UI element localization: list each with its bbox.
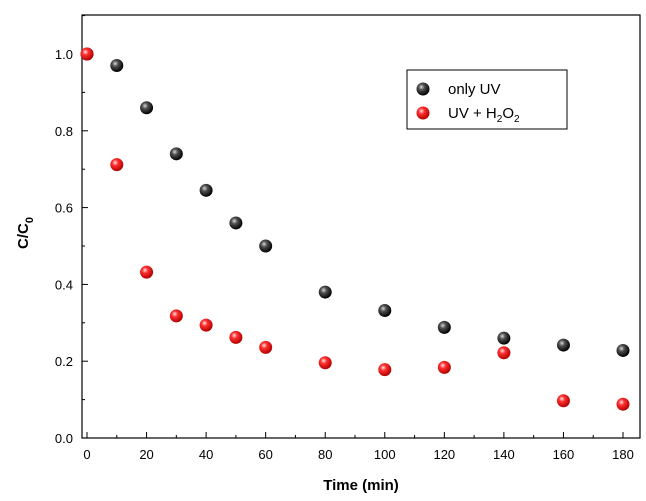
- y-tick-label-0.2: 0.2: [55, 354, 73, 369]
- y-tick-label-1.0: 1.0: [55, 47, 73, 62]
- x-axis-title: Time (min): [323, 477, 399, 494]
- point-only-uv-10: [110, 59, 124, 73]
- point-uv-h2o2-40: [199, 318, 213, 332]
- legend: only UV UV + H2O2: [406, 69, 568, 130]
- point-only-uv-50: [229, 216, 243, 230]
- x-tick-label-180: 180: [612, 447, 634, 462]
- point-only-uv-140: [497, 331, 511, 345]
- x-tick-label-160: 160: [553, 447, 575, 462]
- point-uv-h2o2-30: [169, 309, 183, 323]
- point-uv-h2o2-180: [616, 397, 630, 411]
- y-axis-ticks: 0.0 0.2 0.4 0.6 0.8 1.0: [55, 15, 88, 446]
- legend-box: [406, 69, 568, 130]
- data-points: [80, 47, 630, 411]
- y-tick-label-0.6: 0.6: [55, 201, 73, 216]
- point-only-uv-40: [199, 183, 213, 197]
- x-tick-label-80: 80: [318, 447, 332, 462]
- point-uv-h2o2-0: [80, 47, 94, 61]
- y-tick-label-0.4: 0.4: [55, 277, 73, 292]
- legend-label-uv-h2o2: UV + H2O2: [448, 105, 520, 125]
- x-tick-label-100: 100: [374, 447, 396, 462]
- y-axis-title: C/C0: [15, 217, 36, 249]
- point-only-uv-60: [259, 239, 273, 253]
- point-uv-h2o2-20: [140, 265, 154, 279]
- x-tick-label-140: 140: [493, 447, 515, 462]
- x-tick-label-20: 20: [139, 447, 153, 462]
- x-tick-label-0: 0: [83, 447, 90, 462]
- point-only-uv-180: [616, 343, 630, 357]
- point-uv-h2o2-100: [378, 363, 392, 377]
- point-uv-h2o2-60: [259, 340, 273, 354]
- point-uv-h2o2-160: [556, 394, 570, 408]
- x-tick-label-60: 60: [258, 447, 272, 462]
- point-only-uv-120: [437, 320, 451, 334]
- point-only-uv-160: [556, 338, 570, 352]
- point-only-uv-20: [140, 101, 154, 115]
- y-tick-label-0.0: 0.0: [55, 431, 73, 446]
- plot-frame: [81, 14, 641, 439]
- x-tick-label-40: 40: [199, 447, 213, 462]
- point-only-uv-100: [378, 304, 392, 318]
- legend-marker-only-uv: [416, 82, 430, 96]
- point-uv-h2o2-140: [497, 346, 511, 360]
- point-only-uv-30: [169, 147, 183, 161]
- point-uv-h2o2-50: [229, 330, 243, 344]
- y-tick-label-0.8: 0.8: [55, 124, 73, 139]
- point-uv-h2o2-10: [110, 158, 124, 172]
- x-axis-ticks: 0 20 40 60 80 100 120 140 160 180: [83, 432, 634, 462]
- x-tick-label-120: 120: [433, 447, 455, 462]
- point-only-uv-80: [318, 285, 332, 299]
- legend-label-only-uv: only UV: [448, 81, 501, 98]
- point-uv-h2o2-120: [437, 360, 451, 374]
- legend-marker-uv-h2o2: [416, 106, 430, 120]
- point-uv-h2o2-80: [318, 356, 332, 370]
